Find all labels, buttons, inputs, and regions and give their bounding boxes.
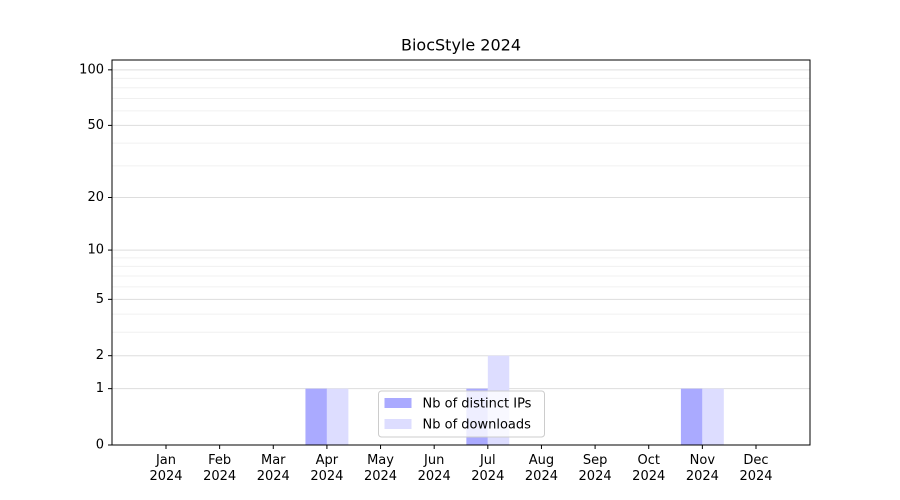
y-tick-label: 2 [96, 348, 104, 363]
x-tick-label: Mar 2024 [256, 453, 290, 484]
bar [680, 388, 703, 445]
x-tick-label: Aug 2024 [524, 453, 558, 484]
y-tick-label: 1 [96, 381, 104, 396]
plot-frame [111, 59, 811, 446]
x-tick-label: Dec 2024 [739, 453, 773, 484]
y-tick-label: 50 [87, 118, 104, 133]
x-tick-label: Jun 2024 [417, 453, 451, 484]
x-tick-label: Nov 2024 [685, 453, 719, 484]
y-tick-label: 20 [87, 190, 104, 205]
x-tick-label: Oct 2024 [632, 453, 666, 484]
x-tick-label: Sep 2024 [578, 453, 612, 484]
legend-swatch [384, 419, 412, 429]
legend-label: Nb of distinct IPs [423, 397, 532, 412]
legend: Nb of distinct IPs Nb of downloads [378, 390, 545, 438]
bar [305, 388, 327, 445]
legend-label: Nb of downloads [423, 418, 532, 433]
legend-swatch [384, 398, 412, 408]
x-tick-label: Jul 2024 [471, 453, 505, 484]
chart-title: BiocStyle 2024 [401, 36, 521, 55]
x-tick-label: Apr 2024 [310, 453, 344, 484]
y-tick-label: 5 [96, 292, 104, 307]
x-tick-label: Jan 2024 [149, 453, 183, 484]
legend-box [378, 390, 545, 438]
bar [702, 388, 724, 445]
y-tick-label: 100 [79, 62, 104, 77]
x-tick-label: Feb 2024 [203, 453, 237, 484]
bar [326, 388, 349, 445]
y-tick-label: 10 [87, 243, 104, 258]
x-tick-label: May 2024 [363, 453, 398, 484]
y-tick-label: 0 [96, 438, 104, 453]
